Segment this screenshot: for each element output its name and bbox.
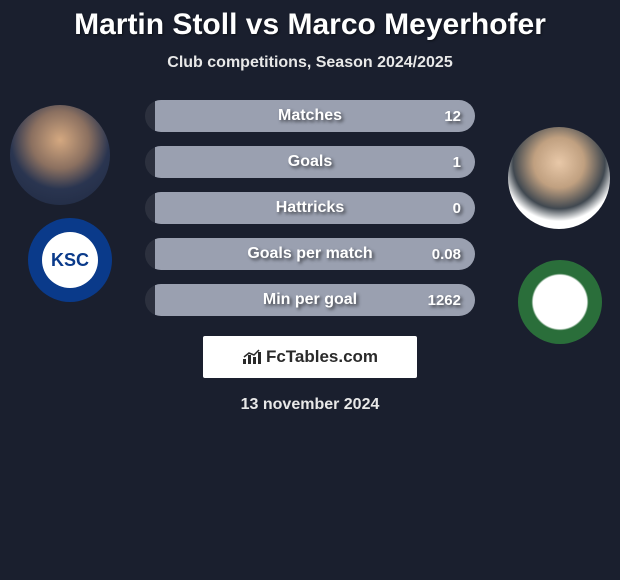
stat-value-right: 1 bbox=[453, 154, 461, 171]
chart-icon bbox=[242, 349, 262, 365]
stat-row: Min per goal 1262 bbox=[145, 284, 475, 316]
stat-row: Goals per match 0.08 bbox=[145, 238, 475, 270]
player-right-avatar bbox=[508, 127, 610, 229]
comparison-card: Martin Stoll vs Marco Meyerhofer Club co… bbox=[0, 0, 620, 414]
stat-row: Matches 12 bbox=[145, 100, 475, 132]
stat-value-right: 12 bbox=[444, 108, 461, 125]
stat-value-right: 1262 bbox=[428, 292, 461, 309]
brand-text: FcTables.com bbox=[266, 347, 378, 367]
date-text: 13 november 2024 bbox=[0, 396, 620, 414]
stats-list: Matches 12 Goals 1 Hattricks 0 Goals per match… bbox=[145, 100, 475, 316]
stat-label: Hattricks bbox=[276, 199, 344, 217]
stat-value-right: 0.08 bbox=[432, 246, 461, 263]
page-title: Martin Stoll vs Marco Meyerhofer bbox=[0, 8, 620, 42]
player-left-avatar bbox=[10, 105, 110, 205]
subtitle: Club competitions, Season 2024/2025 bbox=[0, 54, 620, 72]
stat-label: Goals bbox=[288, 153, 332, 171]
stat-row: Hattricks 0 bbox=[145, 192, 475, 224]
club-right-logo bbox=[518, 260, 602, 344]
stat-label: Min per goal bbox=[263, 291, 357, 309]
brand-badge: FcTables.com bbox=[203, 336, 417, 378]
stat-label: Goals per match bbox=[247, 245, 372, 263]
stat-row: Goals 1 bbox=[145, 146, 475, 178]
stat-value-right: 0 bbox=[453, 200, 461, 217]
club-left-abbrev: KSC bbox=[42, 232, 98, 288]
stat-label: Matches bbox=[278, 107, 342, 125]
club-left-logo: KSC bbox=[28, 218, 112, 302]
